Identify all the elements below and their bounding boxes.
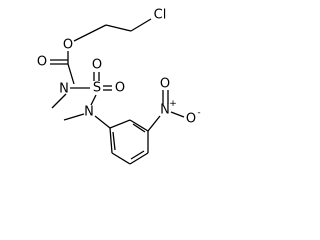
atom-label: N	[84, 105, 94, 120]
charge: +	[169, 99, 177, 109]
atom-label: O	[160, 77, 170, 92]
atom-label: N	[59, 82, 69, 97]
atom-label: Cl	[154, 8, 167, 23]
atom-label: S	[93, 81, 101, 96]
atom-label: N	[160, 103, 170, 118]
atom-label: O	[63, 38, 73, 53]
atom-label: O	[186, 112, 196, 127]
atom-label: O	[92, 58, 102, 73]
bonds	[50, 18, 185, 165]
atom-label: O	[115, 81, 125, 96]
molecule: Cl O O N S O O N N + O O -	[37, 8, 201, 165]
atom-label: O	[37, 55, 47, 70]
charge: -	[197, 108, 200, 118]
